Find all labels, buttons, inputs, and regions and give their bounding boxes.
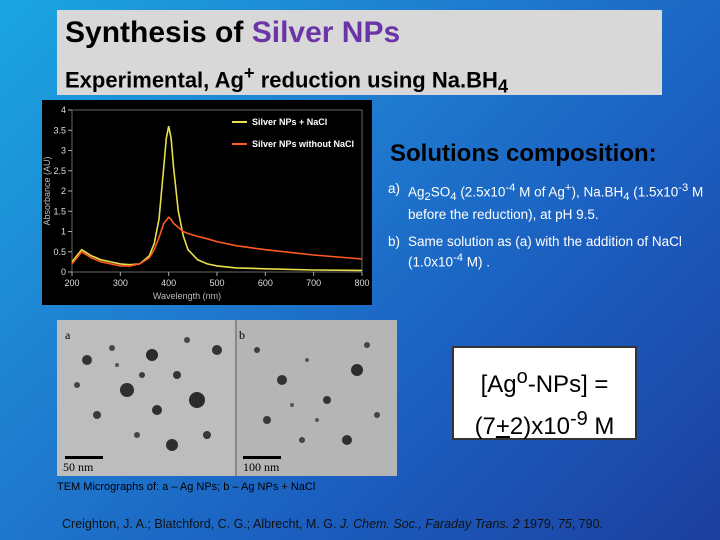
y-tick-label: 0.5: [53, 247, 66, 257]
legend-label-1: Silver NPs + NaCl: [252, 117, 327, 127]
solutions-heading: Solutions composition:: [390, 140, 657, 167]
x-tick-label: 500: [209, 278, 224, 288]
slide-title: Synthesis of Silver NPs: [65, 16, 401, 49]
absorbance-chart-svg: 200 300 400 500 600 700 800 0 0.5 1 1.5 2 2.5 3 3.5 4 Wa…: [42, 105, 370, 301]
solution-item-a: a) Ag2SO4 (2.5x10-4 M of Ag+), Na.BH4 (1.…: [388, 181, 704, 223]
series-line-2: [71, 216, 363, 267]
citation: Creighton, J. A.; Blatchford, C. G.; Alb…: [62, 517, 604, 531]
absorbance-chart: 200 300 400 500 600 700 800 0 0.5 1 1.5 2 2.5 3 3.5 4 Wa…: [42, 100, 372, 305]
tem-label-b: b: [239, 328, 245, 342]
tem-scale-a: 50 nm: [63, 460, 94, 474]
x-axis-label: Wavelength (nm): [153, 291, 221, 301]
tem-label-a: a: [65, 328, 71, 342]
legend-label-2: Silver NPs without NaCl: [252, 139, 354, 149]
concentration-line-2: (7+2)x10-9 M: [474, 408, 615, 440]
x-tick-label: 600: [258, 278, 273, 288]
tem-micrographs: a b 50 nm 100 nm: [57, 320, 397, 476]
concentration-box: [Ago-NPs] = (7+2)x10-9 M: [452, 346, 637, 440]
tem-image: [57, 320, 397, 476]
x-tick-label: 300: [113, 278, 128, 288]
y-tick-label: 1.5: [53, 206, 66, 216]
y-tick-label: 0: [61, 267, 66, 277]
y-tick-label: 4: [61, 105, 66, 115]
x-tick-label: 400: [161, 278, 176, 288]
y-axis-label: Absorbance (AU): [42, 156, 52, 225]
y-tick-label: 1: [61, 227, 66, 237]
y-tick-label: 3.5: [53, 125, 66, 135]
slide-subtitle: Experimental, Ag+ reduction using Na.BH4: [65, 62, 509, 97]
title-box: Synthesis of Silver NPs Experimental, Ag…: [57, 10, 662, 97]
y-tick-label: 2.5: [53, 166, 66, 176]
solution-item-b: b) Same solution as (a) with the addition…: [388, 234, 682, 270]
tem-scale-b: 100 nm: [243, 460, 280, 474]
series-line-1: [71, 126, 363, 272]
x-tick-label: 200: [64, 278, 79, 288]
concentration-line-1: [Ago-NPs] =: [480, 366, 609, 398]
title-highlight: Silver NPs: [251, 16, 401, 49]
tem-caption: TEM Micrographs of: a – Ag NPs; b – Ag N…: [57, 481, 316, 493]
x-tick-label: 800: [354, 278, 369, 288]
plot-frame: [71, 109, 363, 273]
solutions-list: a) Ag2SO4 (2.5x10-4 M of Ag+), Na.BH4 (1.…: [388, 180, 706, 281]
y-tick-label: 3: [61, 146, 66, 156]
y-tick-label: 2: [61, 186, 66, 196]
x-tick-label: 700: [306, 278, 321, 288]
